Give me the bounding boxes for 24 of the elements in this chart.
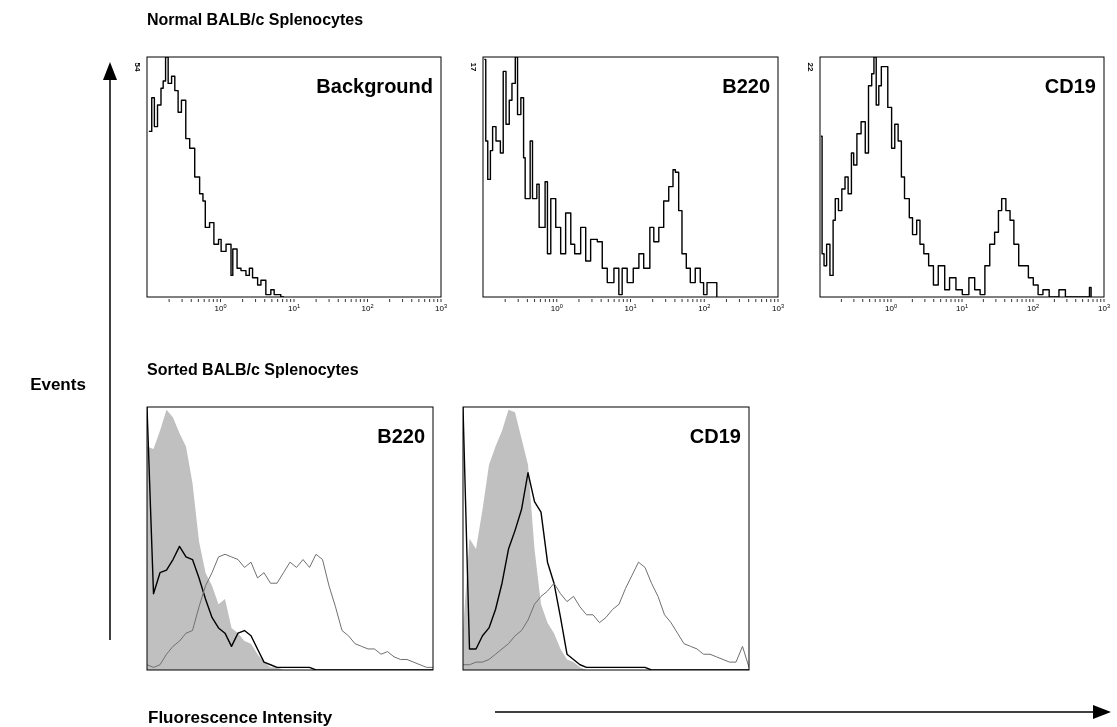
chart-subtitle: Sorted BALB/c Splenocytes xyxy=(147,361,359,378)
x-axis-title: Fluorescence Intensity xyxy=(148,708,333,727)
x-tick-label: 10$^{0}$ xyxy=(550,303,563,313)
x-tick-label: 10$^{3}$ xyxy=(771,303,785,313)
x-tick-label: 10$^{1}$ xyxy=(624,303,637,313)
x-tick-label: 10$^{3}$ xyxy=(1097,303,1111,313)
y-axis-title: Events xyxy=(30,375,86,394)
chart-subtitle: Normal BALB/c Splenocytes xyxy=(147,11,364,28)
text: Background xyxy=(316,75,433,97)
text: 17 xyxy=(469,62,479,72)
text: B220 xyxy=(722,75,770,97)
x-tick-label: 10$^{3}$ xyxy=(434,303,448,313)
text: 54 xyxy=(133,62,143,72)
text: B220 xyxy=(377,425,425,447)
x-tick-label: 10$^{2}$ xyxy=(361,303,374,313)
text: 22 xyxy=(806,62,816,72)
text: CD19 xyxy=(689,425,741,447)
x-tick-label: 10$^{0}$ xyxy=(884,303,898,313)
x-tick-label: 10$^{1}$ xyxy=(955,303,969,313)
x-tick-label: 10$^{1}$ xyxy=(287,303,301,313)
x-tick-label: 10$^{0}$ xyxy=(214,303,227,313)
x-tick-label: 10$^{2}$ xyxy=(698,303,711,313)
text: CD19 xyxy=(1044,75,1096,97)
x-tick-label: 10$^{2}$ xyxy=(1026,303,1040,313)
